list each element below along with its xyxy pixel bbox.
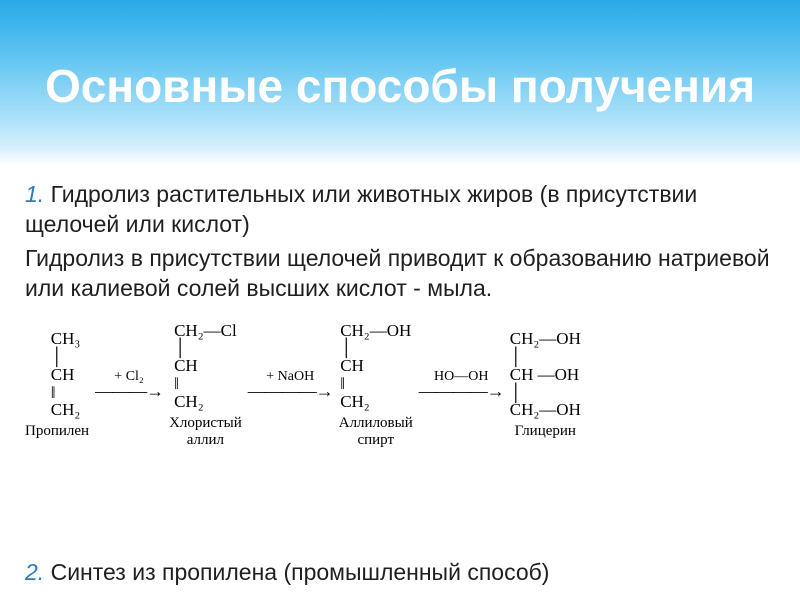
arrow-3-symbol: ————→ [419, 382, 504, 400]
list-number-2: 2. [25, 559, 44, 585]
reaction-arrow-3: HO—OH ————→ [419, 370, 504, 400]
reaction-arrow-2: + NaOH ————→ [248, 370, 333, 400]
chemical-scheme: CH₃ │ CH ‖ CH₂ Пропилен + Cl₂ ———→ CH₂—C… [25, 322, 775, 449]
paragraph-3-text: Синтез из пропилена (промышленный способ… [44, 559, 549, 585]
molecule-allyl-chloride-structure: CH₂—Cl │ CH ‖ CH₂ [174, 322, 237, 411]
molecule-glycerin: CH₂—OH │ CH —OH │ CH₂—OH Глицерин [510, 330, 581, 440]
molecule-propylene-structure: CH₃ │ CH ‖ CH₂ [34, 330, 81, 419]
paragraph-2: Гидролиз в присутствии щелочей приводит … [25, 244, 775, 304]
molecule-allyl-alcohol-label: Аллиловый спирт [339, 415, 413, 449]
slide: Основные способы получения 1. Гидролиз р… [0, 0, 800, 600]
header-band: Основные способы получения [0, 0, 800, 165]
molecule-allyl-chloride: CH₂—Cl │ CH ‖ CH₂ Хлористый аллил [169, 322, 242, 449]
paragraph-3: 2. Синтез из пропилена (промышленный спо… [25, 559, 549, 586]
molecule-glycerin-structure: CH₂—OH │ CH —OH │ CH₂—OH [510, 330, 581, 419]
slide-title: Основные способы получения [45, 60, 755, 113]
arrow-1-symbol: ———→ [95, 382, 163, 400]
molecule-propylene-label: Пропилен [25, 423, 89, 440]
molecule-allyl-chloride-label: Хлористый аллил [169, 415, 242, 449]
paragraph-1-text: Гидролиз растительных или животных жиров… [25, 181, 697, 237]
molecule-glycerin-label: Глицерин [515, 423, 576, 440]
reaction-arrow-1: + Cl₂ ———→ [95, 370, 163, 400]
list-number-1: 1. [25, 181, 44, 207]
arrow-2-symbol: ————→ [248, 382, 333, 400]
paragraph-1: 1. Гидролиз растительных или животных жи… [25, 180, 775, 240]
content-area: 1. Гидролиз растительных или животных жи… [25, 180, 775, 449]
molecule-allyl-alcohol-structure: CH₂—OH │ CH ‖ CH₂ [340, 322, 411, 411]
molecule-propylene: CH₃ │ CH ‖ CH₂ Пропилен [25, 330, 89, 440]
molecule-allyl-alcohol: CH₂—OH │ CH ‖ CH₂ Аллиловый спирт [339, 322, 413, 449]
